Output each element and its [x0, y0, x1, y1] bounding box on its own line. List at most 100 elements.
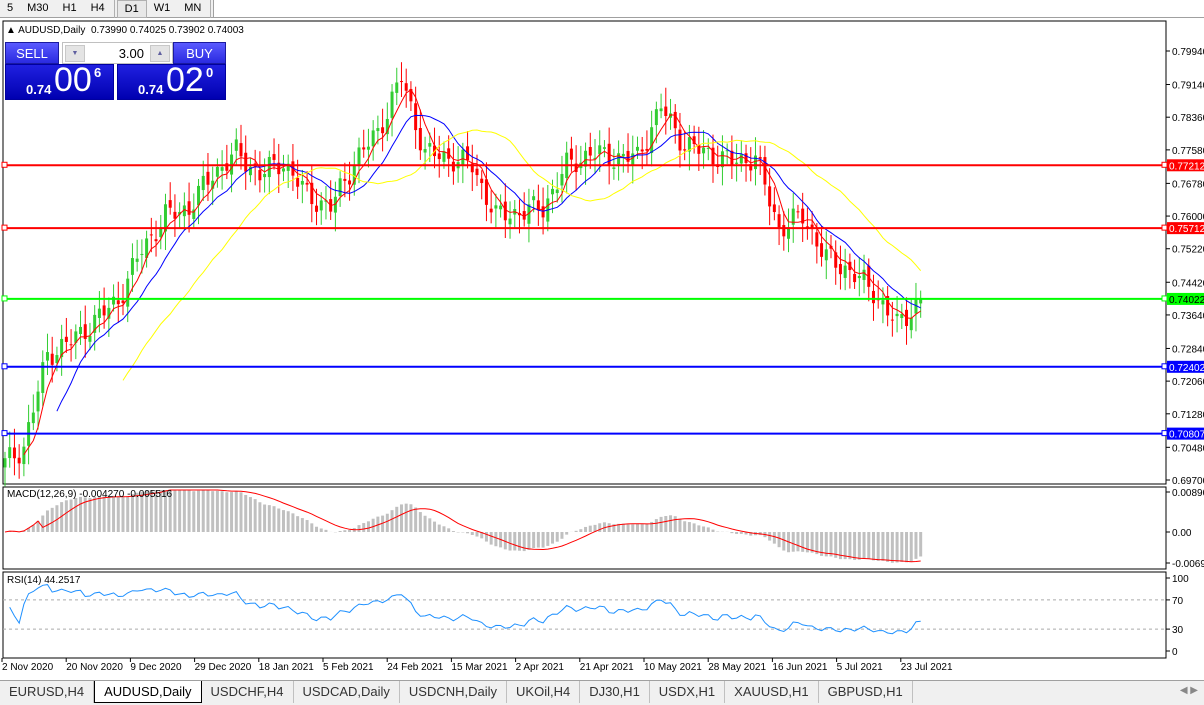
candle-body [541, 206, 545, 218]
candle-body [140, 253, 144, 255]
candle-body [805, 226, 809, 228]
tab-gbpusd-h1[interactable]: GBPUSD,H1 [819, 681, 913, 703]
sell-price-prefix: 0.74 [26, 82, 52, 97]
date-tick-label: 29 Dec 2020 [195, 662, 252, 673]
timeframe-H1[interactable]: H1 [62, 2, 77, 14]
level-price-tag [1167, 159, 1204, 172]
timeframe-D1[interactable]: D1 [116, 0, 147, 18]
sell-button[interactable]: SELL [5, 42, 59, 64]
date-tick-label: 9 Dec 2020 [130, 662, 182, 673]
sell-price[interactable]: 0.74 00 6 [5, 61, 114, 100]
tab-scroll-arrows-icon[interactable]: ◀ ▶ [1179, 685, 1198, 696]
candle-body [428, 143, 432, 147]
tab-audusd-daily[interactable]: AUDUSD,Daily [94, 681, 202, 703]
candle-body [116, 300, 120, 305]
timeframe-H4[interactable]: H4 [90, 2, 105, 14]
candle-body [895, 313, 899, 317]
candle-body [692, 136, 696, 145]
collapse-triangle-icon[interactable]: ▲ [6, 25, 16, 36]
candle-body [470, 163, 474, 173]
level-handle-right [1161, 363, 1168, 370]
candle-body [93, 314, 97, 333]
timeframe-M30[interactable]: M30 [27, 2, 49, 14]
candle-body [437, 153, 441, 160]
tab-usdcnh-daily[interactable]: USDCNH,Daily [400, 681, 508, 703]
candle-body [8, 447, 12, 459]
tab-ukoil-h4[interactable]: UKOil,H4 [507, 681, 581, 703]
candle-body [348, 180, 352, 185]
candle-body [225, 163, 229, 171]
volume-down-icon[interactable]: ▼ [65, 45, 85, 62]
buy-button[interactable]: BUY [173, 42, 226, 64]
candle-body [480, 178, 484, 184]
candle-body [815, 232, 819, 247]
candle-body [381, 127, 385, 134]
candle-body [522, 211, 526, 220]
candle-body [376, 128, 380, 132]
candle-body [45, 352, 49, 361]
candle-body [787, 227, 791, 239]
timeframe-W1[interactable]: W1 [153, 2, 171, 14]
candle-body [154, 239, 158, 242]
volume-input[interactable]: 3.00 [118, 46, 144, 61]
date-tick-label: 24 Feb 2021 [387, 662, 444, 673]
candle-body [584, 150, 588, 167]
candle-body [735, 162, 739, 164]
level-price-label: 0.74022 [1169, 295, 1204, 306]
macd-tick-label: -0.00697 [1172, 559, 1204, 570]
date-tick-label: 21 Apr 2021 [580, 662, 634, 673]
volume-up-icon[interactable]: ▲ [150, 45, 170, 62]
candle-body [508, 218, 512, 225]
tab-xauusd-h1[interactable]: XAUUSD,H1 [725, 681, 819, 703]
candle-body [305, 182, 309, 185]
candle-body [83, 324, 87, 339]
level-handle-left [1, 295, 8, 302]
candle-body [418, 128, 422, 151]
candle-body [683, 149, 687, 151]
level-price-tag [1167, 222, 1204, 235]
timeframe-toolbar: 5 M30 H1 H4 D1 W1 MN [0, 0, 1204, 18]
candle-body [914, 299, 918, 314]
level-price-label: 0.72402 [1169, 363, 1204, 374]
candle-body [602, 147, 606, 149]
candle-body [107, 307, 111, 319]
candle-body [593, 157, 597, 160]
buy-price-sup: 0 [206, 65, 214, 80]
timeframe-MN[interactable]: MN [184, 2, 202, 14]
timeframe-5[interactable]: 5 [7, 2, 14, 14]
tab-usdchf-h4[interactable]: USDCHF,H4 [202, 681, 294, 703]
candle-body [843, 265, 847, 278]
tab-eurusd-h4[interactable]: EURUSD,H4 [0, 681, 95, 703]
level-handle-right [1161, 295, 1168, 302]
candle-body [857, 275, 861, 279]
candle-body [555, 189, 559, 194]
date-tick-label: 18 Jan 2021 [259, 662, 314, 673]
tab-usdx-h1[interactable]: USDX,H1 [650, 681, 726, 703]
candle-body [399, 81, 403, 83]
macd-frame [2, 486, 1167, 570]
tab-usdcad-daily[interactable]: USDCAD,Daily [294, 681, 400, 703]
candle-body [678, 129, 682, 151]
candle-body [687, 137, 691, 152]
level-handle-right [1161, 430, 1168, 437]
candle-body [55, 355, 59, 363]
candle-body [79, 326, 83, 334]
candle-body [88, 335, 92, 342]
date-tick-label: 20 Nov 2020 [66, 662, 123, 673]
candles [3, 62, 923, 487]
level-handle-left [1, 224, 8, 231]
candle-body [838, 264, 842, 275]
date-tick-label: 16 Jun 2021 [772, 662, 827, 673]
tab-dj30-h1[interactable]: DJ30,H1 [580, 681, 650, 703]
candle-body [871, 290, 875, 304]
buy-price[interactable]: 0.74 02 0 [117, 61, 226, 100]
candle-body [149, 234, 153, 236]
date-tick-label: 2 Nov 2020 [2, 662, 54, 673]
